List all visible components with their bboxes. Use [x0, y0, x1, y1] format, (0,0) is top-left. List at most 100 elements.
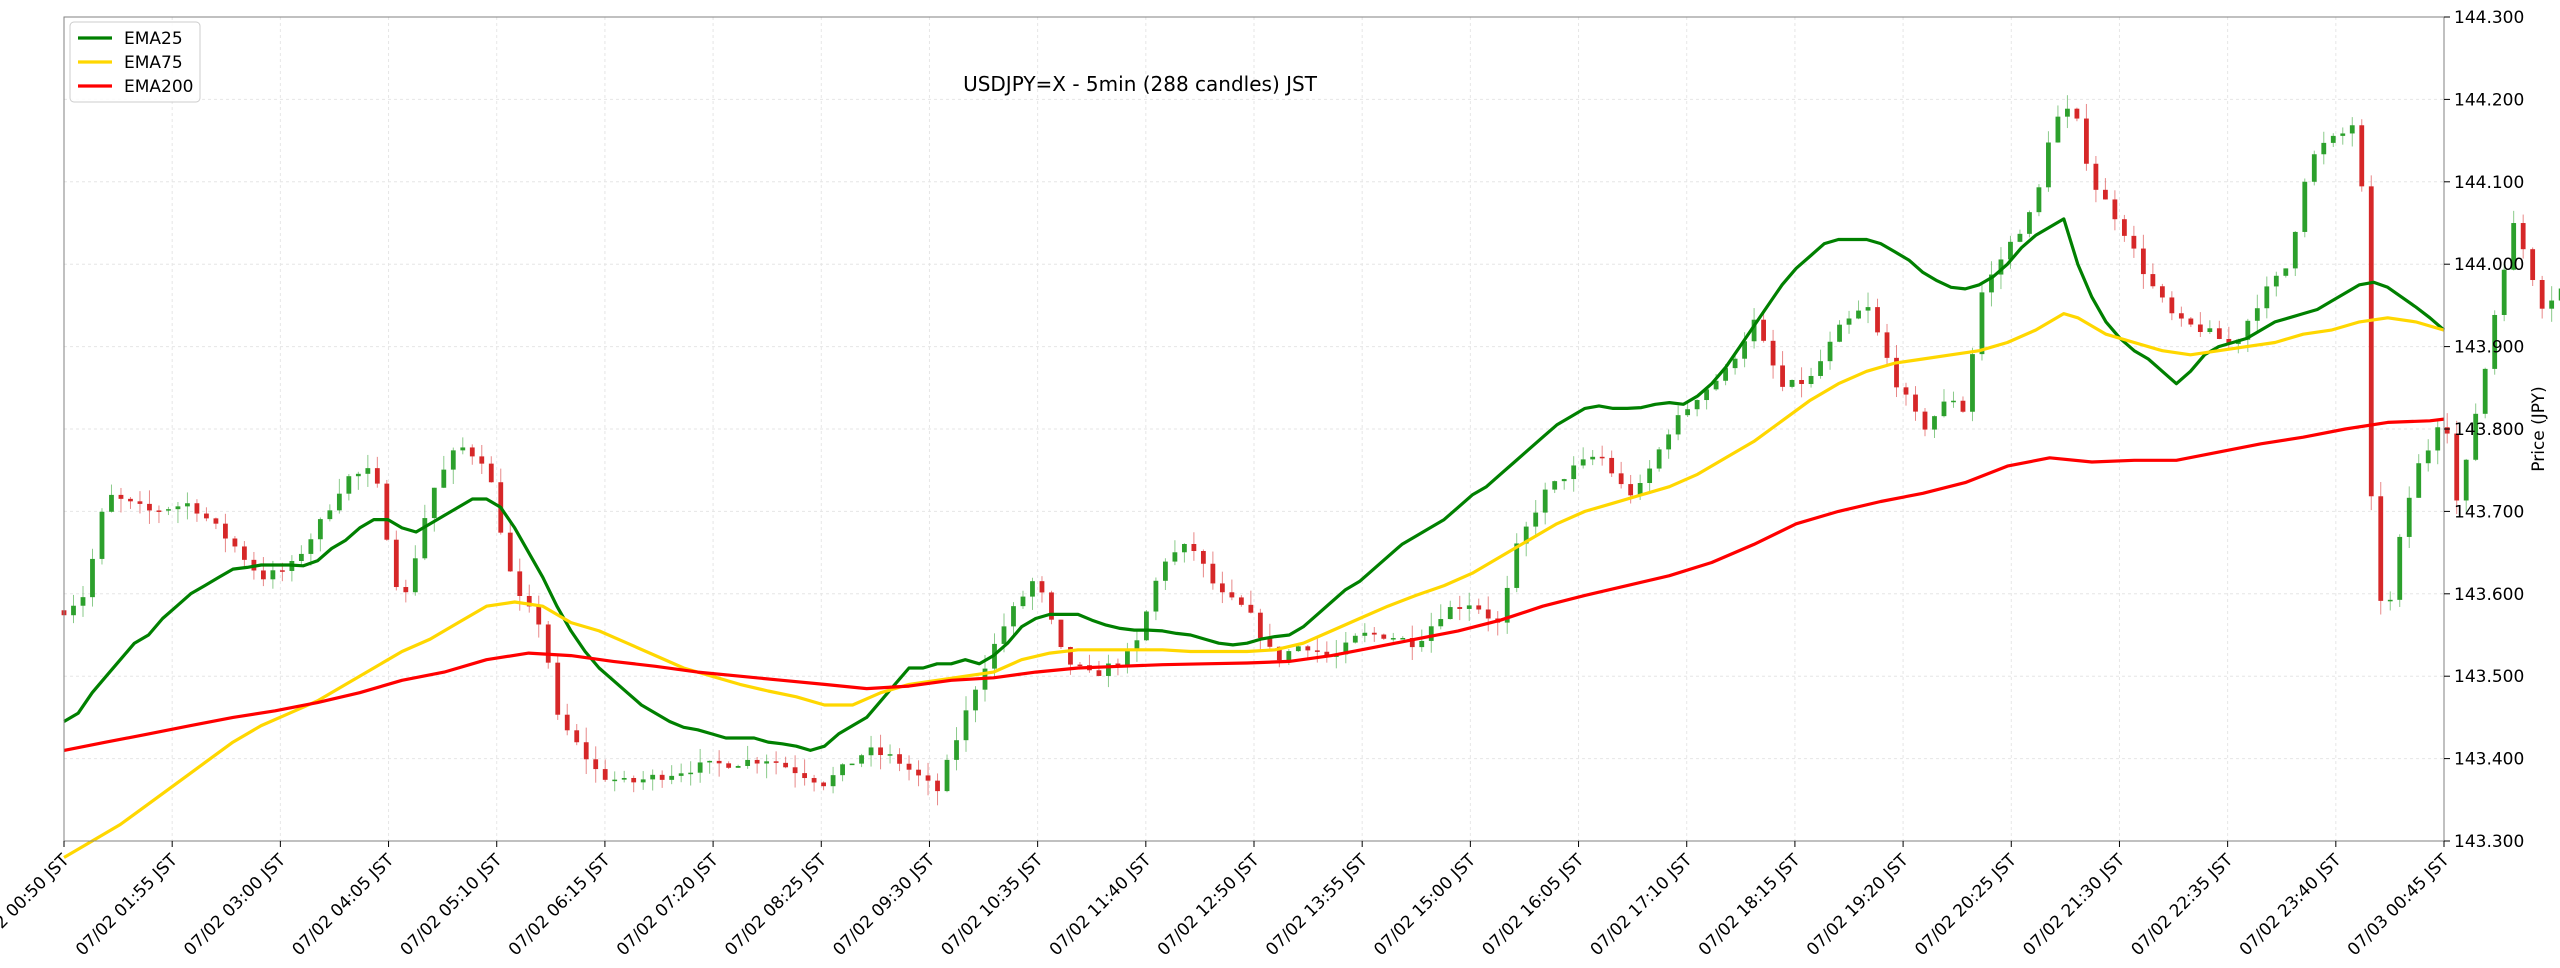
candle-body	[2530, 249, 2536, 281]
ema-lines	[63, 217, 2446, 859]
candle-body	[2368, 186, 2374, 497]
candle-body	[726, 763, 732, 768]
candle-body	[128, 498, 133, 502]
candle-body	[1419, 640, 1425, 648]
candle-body	[745, 759, 751, 766]
candle-body	[327, 510, 333, 520]
candle-body	[1305, 646, 1311, 651]
candle-body	[393, 539, 399, 588]
candle-body	[298, 553, 304, 562]
candle-body	[1960, 400, 1966, 412]
candle-body	[1913, 394, 1918, 412]
candle-body	[118, 494, 124, 499]
candle-body	[175, 506, 181, 510]
candle-body	[2435, 427, 2441, 451]
candle-body	[925, 775, 931, 781]
candle-body	[317, 519, 323, 540]
candle-body	[640, 779, 646, 783]
candle-body	[2378, 496, 2384, 601]
candle-body	[2454, 433, 2460, 501]
candle-body	[2397, 536, 2403, 600]
candle-body	[1200, 551, 1206, 564]
series-line-ema25	[63, 217, 2446, 752]
candle-body	[1723, 368, 1729, 381]
candle-body	[954, 740, 959, 760]
candle-body	[2008, 241, 2013, 260]
candle-body	[1447, 607, 1453, 620]
candle-body	[2140, 248, 2146, 275]
candle-body	[109, 494, 114, 512]
candle-body	[2046, 142, 2051, 188]
candle-body	[2074, 108, 2080, 119]
candle-body	[1637, 483, 1643, 496]
candle-body	[688, 772, 694, 775]
candle-body	[1476, 605, 1482, 610]
candle-body	[2055, 116, 2061, 143]
candle-body	[1276, 646, 1282, 661]
y-tick-label: 143.700	[2454, 502, 2524, 522]
candle-body	[2416, 463, 2422, 498]
candle-body	[1618, 473, 1624, 485]
candle-body	[2539, 280, 2545, 309]
candle-body	[1751, 319, 1757, 342]
candle-body	[1875, 307, 1880, 333]
candle-body	[735, 765, 741, 768]
candle-body	[868, 747, 874, 756]
candle-body	[1533, 512, 1539, 527]
candle-body	[507, 532, 513, 572]
candle-body	[1011, 606, 1016, 627]
candle-body	[1647, 468, 1653, 484]
candle-body	[1381, 634, 1387, 639]
candle-body	[2283, 268, 2289, 276]
candle-body	[973, 689, 978, 711]
candle-body	[2501, 269, 2507, 315]
y-tick-label: 143.300	[2454, 832, 2524, 852]
candle-body	[1713, 380, 1719, 390]
candle-body	[1324, 651, 1330, 657]
candle-body	[783, 762, 789, 768]
candle-body	[479, 456, 485, 464]
candles	[61, 95, 2560, 806]
candle-body	[2131, 235, 2137, 249]
candle-body	[1932, 416, 1937, 430]
candle-body	[1979, 292, 1985, 355]
candle-body	[2245, 320, 2251, 340]
candle-body	[887, 754, 893, 756]
candle-body	[1685, 409, 1691, 416]
candle-body	[1770, 340, 1776, 366]
candle-body	[308, 539, 314, 554]
candle-body	[1571, 465, 1577, 480]
candle-body	[384, 483, 390, 540]
candle-body	[1068, 647, 1073, 665]
candle-body	[935, 780, 940, 792]
chart-title: USDJPY=X - 5min (288 candles) JST	[963, 72, 1318, 96]
candle-body	[1552, 481, 1558, 490]
candle-body	[2159, 286, 2165, 298]
candle-body	[1096, 670, 1102, 676]
candle-body	[1590, 456, 1596, 460]
candle-body	[1409, 638, 1415, 648]
candle-body	[1238, 597, 1244, 605]
legend: EMA25 EMA75 EMA200	[69, 21, 201, 103]
candle-body	[2425, 450, 2431, 464]
y-tick-label: 143.500	[2454, 667, 2524, 687]
candle-body	[802, 773, 808, 779]
candle-body	[593, 759, 599, 770]
candle-body	[1428, 626, 1434, 641]
candle-body	[2178, 313, 2184, 319]
candle-body	[2311, 154, 2317, 182]
candle-body	[71, 605, 76, 616]
candle-body	[80, 597, 86, 606]
candle-body	[1030, 581, 1035, 597]
candle-body	[574, 730, 580, 743]
candle-body	[2273, 275, 2279, 287]
candle-body	[1163, 561, 1168, 581]
candle-body	[185, 503, 190, 507]
candle-body	[412, 558, 418, 593]
candle-body	[1219, 583, 1225, 593]
candle-body	[365, 468, 371, 474]
candle-body	[555, 662, 561, 715]
candle-body	[1998, 259, 2004, 275]
candle-body	[1523, 526, 1529, 544]
